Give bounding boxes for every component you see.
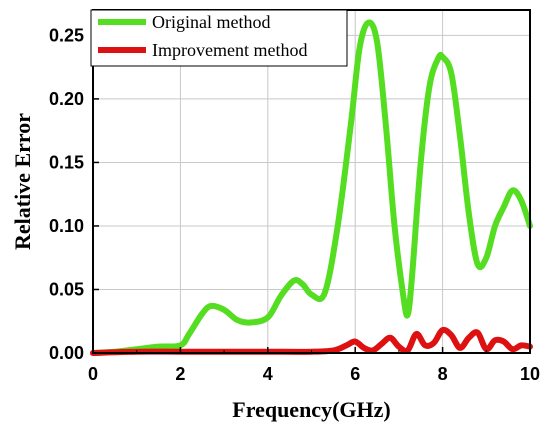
x-tick-label: 0	[88, 364, 98, 384]
y-tick-label: 0.10	[49, 216, 84, 236]
y-tick-label: 0.15	[49, 152, 84, 172]
legend-label-improvement: Improvement method	[152, 40, 307, 60]
y-tick-label: 0.00	[49, 343, 84, 363]
x-tick-label: 4	[263, 364, 273, 384]
x-tick-label: 6	[350, 364, 360, 384]
y-axis-title: Relative Error	[10, 113, 35, 250]
x-tick-label: 8	[438, 364, 448, 384]
y-tick-label: 0.25	[49, 25, 84, 45]
legend-label-original: Original method	[152, 12, 270, 32]
legend: Original method Improvement method	[90, 9, 348, 67]
series-line-improvement	[90, 326, 533, 356]
x-tick-label: 10	[520, 364, 540, 384]
y-tick-label: 0.05	[49, 279, 84, 299]
series-layer	[90, 19, 533, 356]
series-line-original	[90, 19, 533, 356]
y-tick-label: 0.20	[49, 89, 84, 109]
x-tick-label: 2	[175, 364, 185, 384]
x-axis-title: Frequency(GHz)	[232, 397, 390, 422]
axis-ticks: 0 2 4 6 8 10 0.00 0.05 0.10 0.15 0.20 0.25	[49, 25, 540, 384]
